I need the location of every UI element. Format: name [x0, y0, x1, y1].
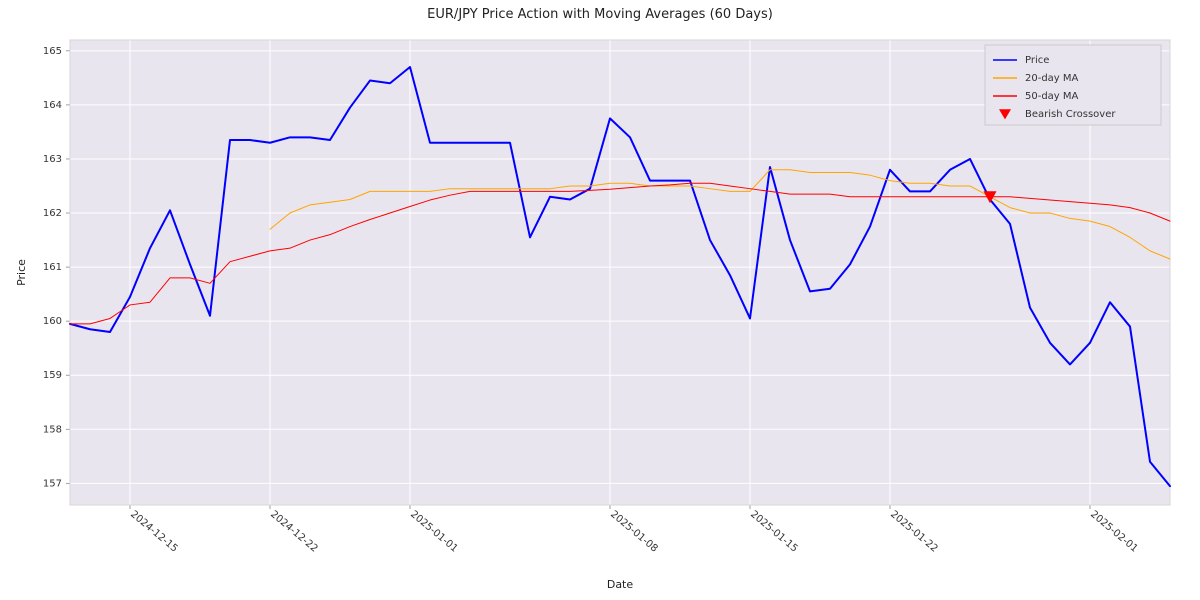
svg-text:158: 158: [43, 424, 62, 435]
x-axis-label: Date: [607, 578, 634, 591]
svg-text:162: 162: [43, 208, 62, 219]
svg-text:159: 159: [43, 370, 62, 381]
svg-text:157: 157: [43, 478, 62, 489]
line-chart: 1571581591601611621631641652024-12-15202…: [0, 0, 1200, 600]
svg-text:163: 163: [43, 154, 62, 165]
svg-text:161: 161: [43, 262, 62, 273]
chart-title: EUR/JPY Price Action with Moving Average…: [427, 7, 773, 22]
svg-text:165: 165: [43, 46, 62, 57]
svg-text:160: 160: [43, 316, 62, 327]
svg-text:50-day MA: 50-day MA: [1025, 91, 1079, 102]
svg-text:Bearish Crossover: Bearish Crossover: [1025, 109, 1116, 120]
legend: Price 20-day MA 50-day MA Bearish Crossover: [985, 45, 1161, 125]
svg-text:20-day MA: 20-day MA: [1025, 73, 1079, 84]
y-axis-label: Price: [15, 259, 28, 286]
svg-text:164: 164: [43, 100, 62, 111]
chart-container: 1571581591601611621631641652024-12-15202…: [0, 0, 1200, 600]
svg-text:Price: Price: [1025, 55, 1049, 66]
